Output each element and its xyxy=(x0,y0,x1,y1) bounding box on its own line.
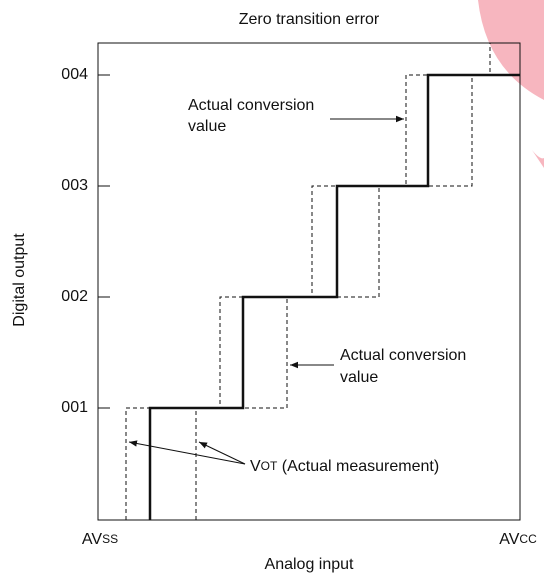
actual-curve-left xyxy=(125,43,491,520)
annotation: Actual conversion xyxy=(188,97,314,114)
text: AV xyxy=(499,531,519,548)
y-tick-label: 003 xyxy=(61,177,88,194)
y-axis-label: Digital output xyxy=(11,233,28,327)
text: CC xyxy=(519,532,537,546)
y-ticks xyxy=(98,74,110,409)
decoration xyxy=(532,150,544,168)
text: (Actual measurement) xyxy=(277,458,439,475)
decoration xyxy=(478,0,544,100)
ideal-curve xyxy=(148,73,520,520)
arrow xyxy=(128,440,246,465)
y-tick-label: 001 xyxy=(61,399,88,416)
annotation: value xyxy=(340,369,378,386)
title: Zero transition error xyxy=(239,11,380,28)
annotation: VOT (Actual measurement) xyxy=(250,458,439,475)
annotation: Actual conversion xyxy=(340,347,466,364)
text: V xyxy=(250,458,261,475)
frame xyxy=(97,42,521,521)
y-tick-label: 004 xyxy=(61,66,88,83)
text: SS xyxy=(102,532,118,546)
text: OT xyxy=(261,459,278,473)
annotation: value xyxy=(188,118,226,135)
y-tick-label: 002 xyxy=(61,288,88,305)
arrow xyxy=(198,441,246,465)
x-axis-label: Analog input xyxy=(265,556,355,573)
text: AV xyxy=(82,531,102,548)
x-end-label: AVSS xyxy=(82,531,118,548)
x-end-label: AVCC xyxy=(499,531,537,548)
